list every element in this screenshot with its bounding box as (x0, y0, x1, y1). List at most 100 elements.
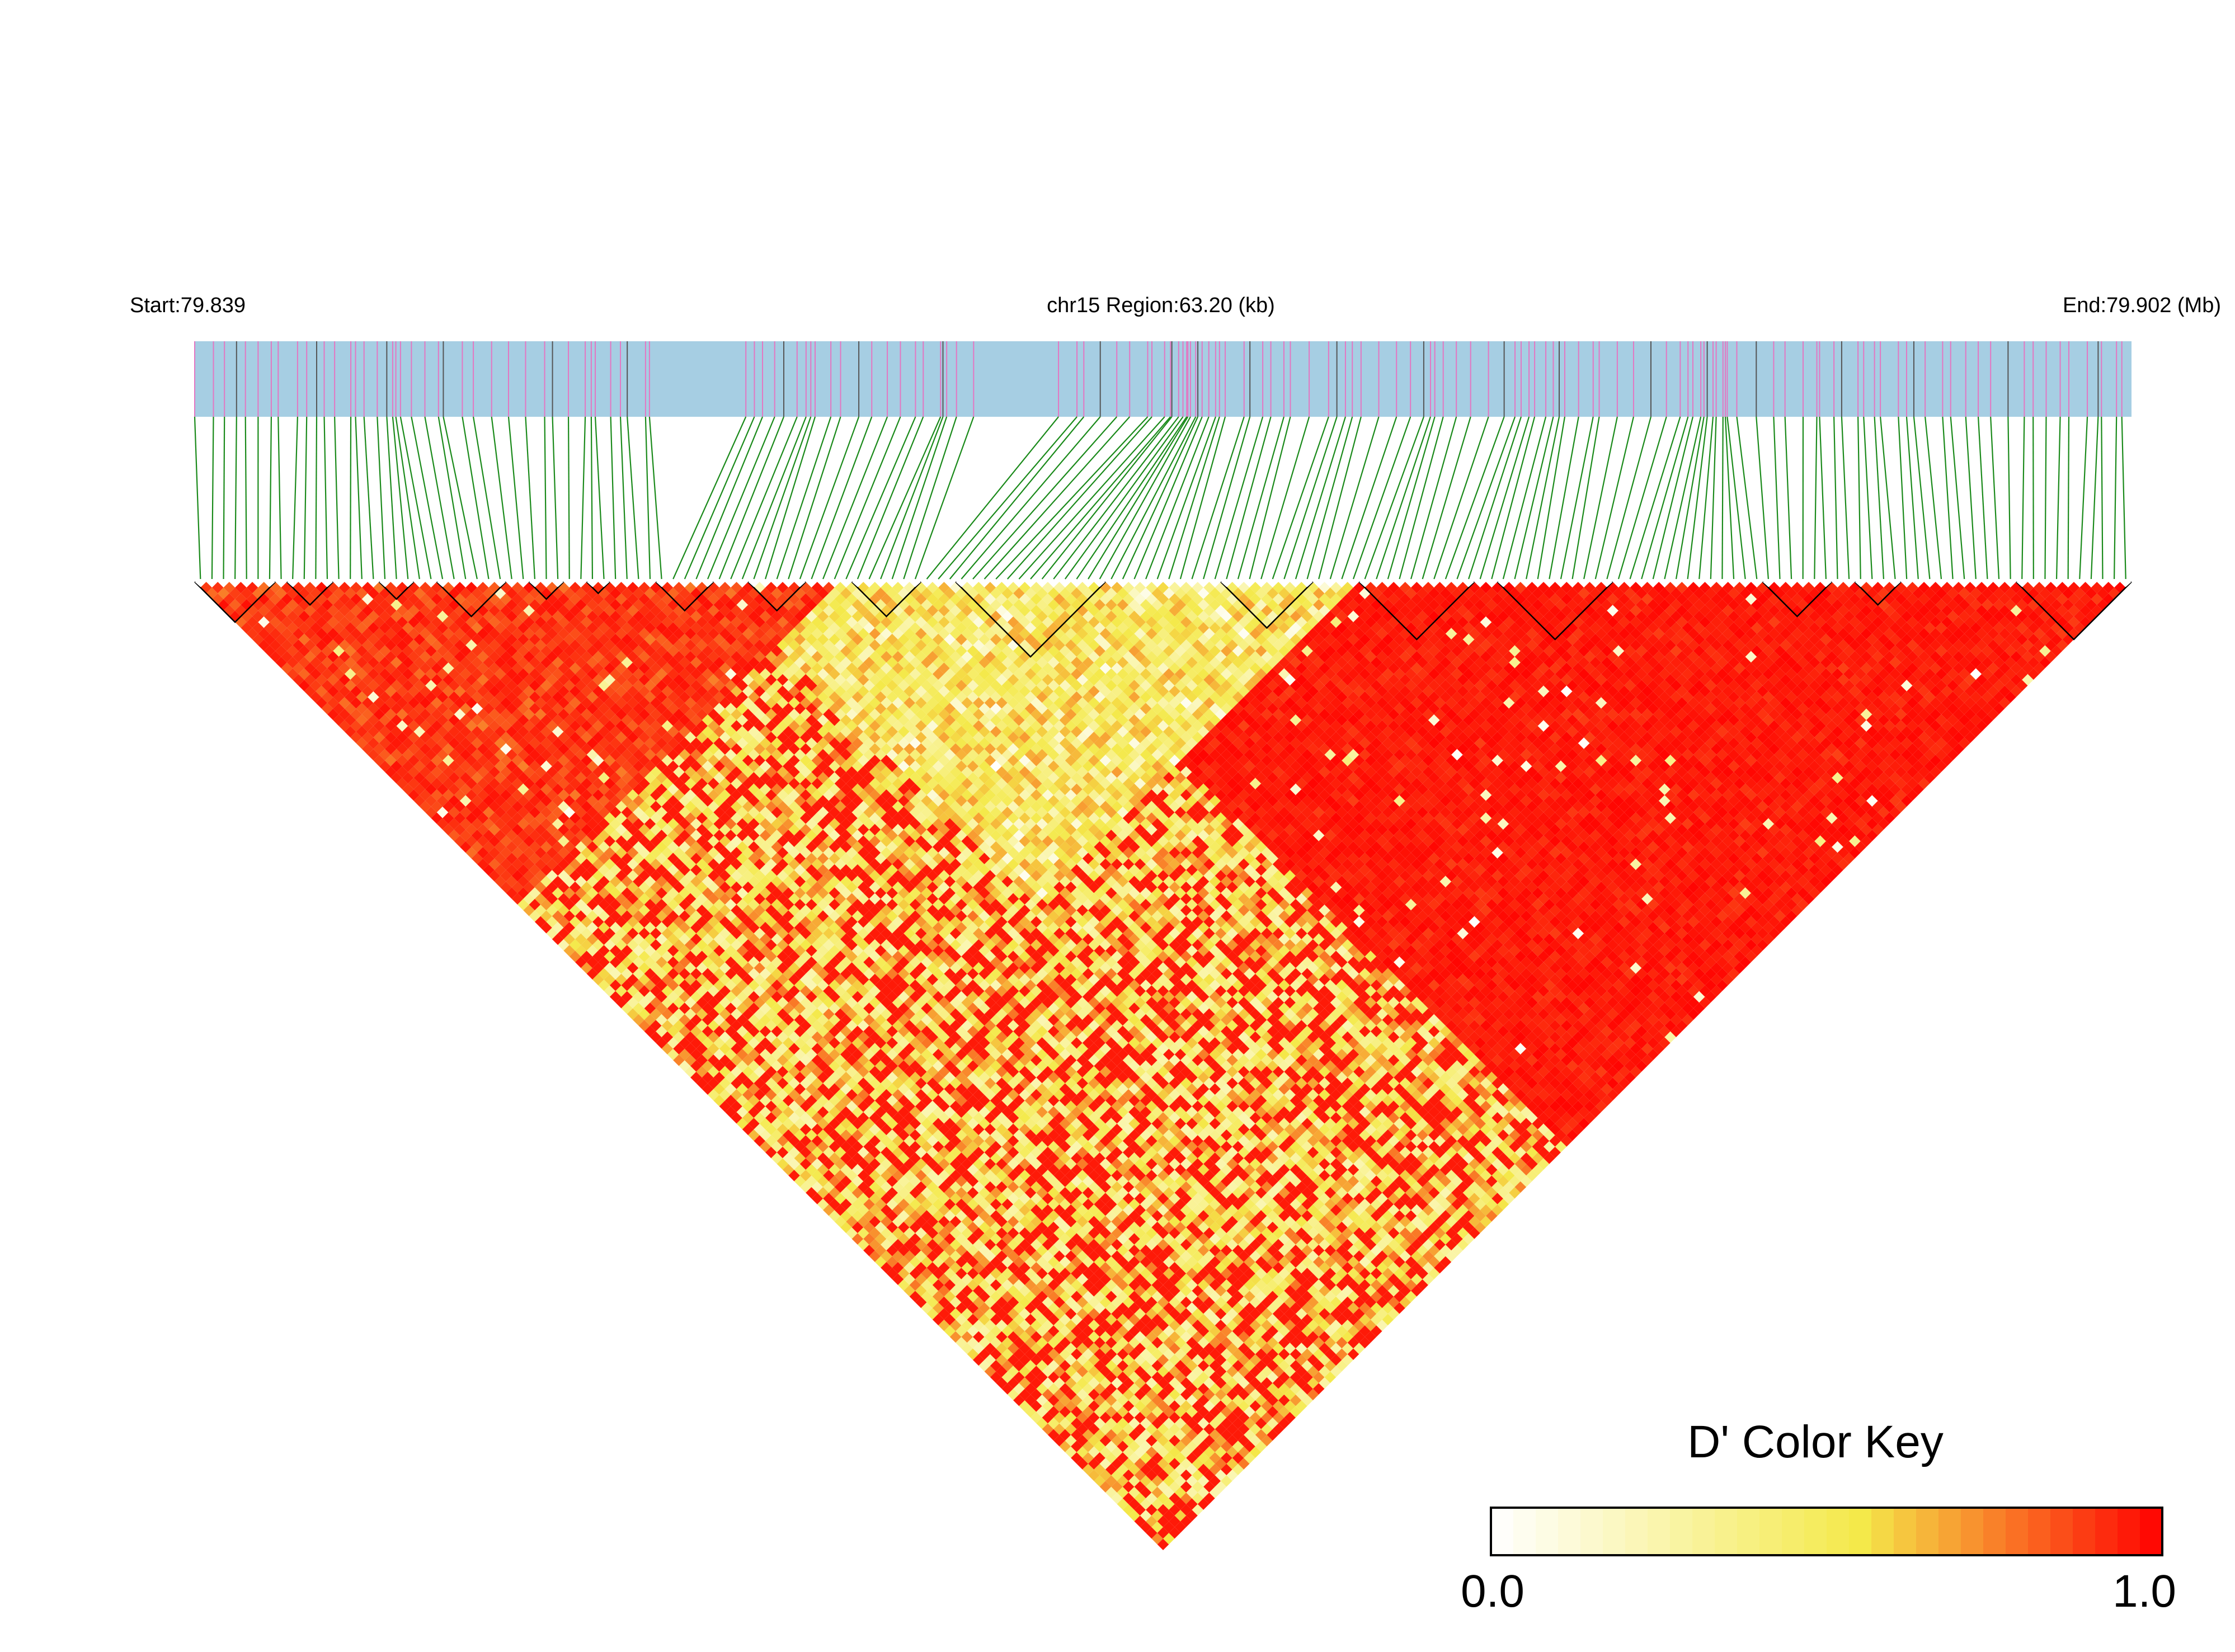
ld-cell (661, 1043, 674, 1055)
ld-cell (690, 991, 702, 1003)
ld-cell (361, 651, 374, 663)
ld-cell (1042, 1411, 1054, 1424)
ld-cell (1024, 1314, 1037, 1326)
ld-cell (483, 806, 495, 818)
ld-cell (1122, 1400, 1135, 1412)
ld-cell (361, 731, 374, 743)
ld-cell (459, 830, 472, 841)
ld-cell (806, 1164, 817, 1176)
ld-cell (1169, 1481, 1180, 1493)
ld-cell (840, 1187, 852, 1199)
ld-cell (558, 939, 570, 951)
ld-cell (1001, 1383, 1014, 1395)
ld-cell (419, 743, 431, 755)
ld-cell (390, 703, 402, 714)
ld-cell (592, 916, 604, 928)
ld-cell (1076, 1343, 1089, 1354)
ld-cell (633, 991, 644, 1003)
ld-cell (702, 991, 714, 1003)
ld-cell (673, 1031, 685, 1043)
ld-cell (529, 887, 541, 899)
ld-cell (1007, 1319, 1019, 1331)
ld-cell (350, 628, 362, 640)
ld-cell (304, 605, 316, 616)
ld-cell (523, 905, 535, 916)
ld-cell (1082, 1452, 1094, 1464)
ld-cell (1111, 1492, 1123, 1504)
ld-cell (1134, 1446, 1146, 1458)
ld-cell (881, 1262, 892, 1274)
ld-cell (857, 1216, 869, 1227)
ld-cell (765, 1031, 777, 1043)
snp-connector (1526, 416, 1560, 580)
snp-connector (1272, 416, 1329, 580)
snp-connector (1260, 416, 1310, 580)
ld-cell (356, 610, 368, 623)
ld-cell (724, 1048, 737, 1061)
ld-cell (944, 1325, 956, 1337)
ld-cell (459, 806, 472, 818)
snp-connector (627, 416, 639, 580)
snp-connector (1329, 416, 1380, 580)
ld-cell (656, 921, 667, 934)
snp-connector (857, 416, 924, 580)
ld-cell (569, 950, 581, 963)
ld-cell (874, 1164, 887, 1176)
ld-cell (1140, 1521, 1152, 1533)
ld-cell (788, 1169, 800, 1182)
ld-cell (874, 1152, 887, 1164)
ld-cell (673, 939, 685, 951)
ld-cell (494, 806, 506, 818)
ld-cell (419, 778, 431, 789)
ld-cell (961, 1262, 973, 1274)
ld-cell (1203, 1492, 1215, 1504)
ld-cell (425, 749, 437, 761)
snp-connector (386, 416, 397, 580)
ld-cell (886, 1164, 898, 1176)
ld-cell (1007, 1296, 1019, 1309)
ld-cell (1082, 1406, 1094, 1418)
snp-connector (1491, 416, 1536, 580)
snp-connector (1965, 416, 1977, 580)
ld-cell (921, 1187, 933, 1199)
ld-cell (713, 1071, 725, 1084)
ld-cell (869, 1250, 881, 1262)
snp-connector (903, 416, 957, 580)
ld-cell (673, 962, 685, 974)
ld-cell (944, 1291, 956, 1302)
ld-cell (436, 691, 449, 703)
ld-cell (1001, 1336, 1014, 1349)
ld-cell (413, 703, 426, 714)
ld-cell (1134, 1458, 1146, 1470)
ld-cell (563, 898, 576, 911)
ld-cell (1088, 1411, 1100, 1424)
ld-cell (978, 1325, 990, 1337)
ld-cell (368, 622, 379, 634)
ld-cell (794, 1175, 806, 1187)
ld-cell (898, 1198, 910, 1211)
ld-cell (990, 1336, 1002, 1349)
ld-cell (702, 1060, 714, 1072)
ld-cell (523, 823, 535, 836)
ld-cell (949, 1285, 962, 1297)
ld-cell (443, 812, 454, 824)
ld-cell (483, 772, 495, 784)
ld-cell (846, 1112, 858, 1124)
ld-cell (1163, 1533, 1175, 1545)
ld-cell (500, 870, 512, 882)
snp-connector (1950, 416, 1965, 580)
ld-cell (961, 1285, 973, 1297)
ld-cell (656, 979, 667, 991)
ld-cell (996, 1308, 1008, 1320)
snp-connector (845, 416, 916, 580)
ld-cell (1082, 1418, 1094, 1429)
ld-cell (229, 587, 241, 599)
ld-cell (298, 633, 310, 646)
ld-cell (956, 1233, 967, 1245)
ld-cell (869, 1216, 881, 1227)
ld-cell (621, 1003, 633, 1014)
ld-cell (863, 1152, 875, 1164)
ld-cell (1036, 1302, 1048, 1314)
ld-cell (523, 789, 535, 801)
ld-cell (1059, 1418, 1071, 1429)
